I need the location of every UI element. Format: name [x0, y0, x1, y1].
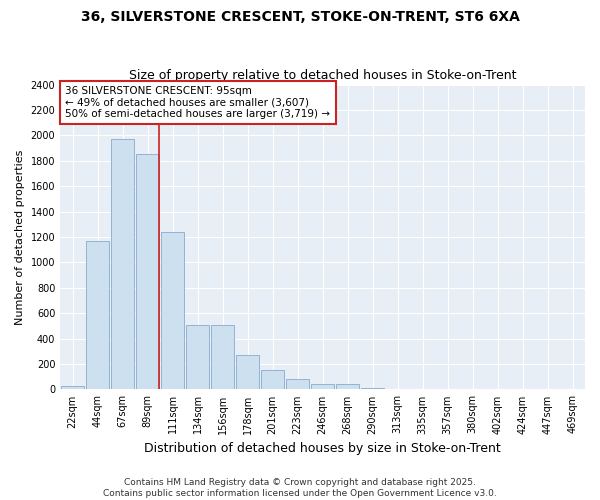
Bar — [211, 324, 234, 390]
Title: Size of property relative to detached houses in Stoke-on-Trent: Size of property relative to detached ho… — [129, 69, 517, 82]
Bar — [187, 324, 209, 390]
Bar — [262, 370, 284, 390]
Bar — [337, 384, 359, 390]
Bar — [386, 389, 409, 390]
Text: Contains HM Land Registry data © Crown copyright and database right 2025.
Contai: Contains HM Land Registry data © Crown c… — [103, 478, 497, 498]
Bar — [136, 154, 159, 390]
X-axis label: Distribution of detached houses by size in Stoke-on-Trent: Distribution of detached houses by size … — [144, 442, 501, 455]
Bar — [61, 386, 84, 390]
Bar — [86, 241, 109, 390]
Text: 36, SILVERSTONE CRESCENT, STOKE-ON-TRENT, ST6 6XA: 36, SILVERSTONE CRESCENT, STOKE-ON-TRENT… — [80, 10, 520, 24]
Bar — [112, 139, 134, 390]
Bar — [311, 384, 334, 390]
Text: 36 SILVERSTONE CRESCENT: 95sqm
← 49% of detached houses are smaller (3,607)
50% : 36 SILVERSTONE CRESCENT: 95sqm ← 49% of … — [65, 86, 331, 120]
Bar — [361, 388, 384, 390]
Bar — [236, 355, 259, 390]
Bar — [286, 380, 309, 390]
Y-axis label: Number of detached properties: Number of detached properties — [15, 150, 25, 324]
Bar — [161, 232, 184, 390]
